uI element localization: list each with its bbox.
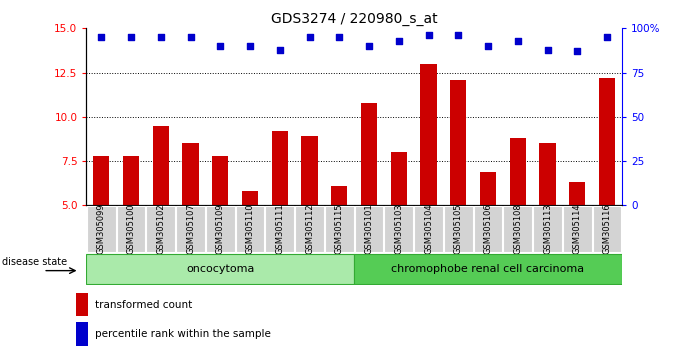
Point xyxy=(571,48,583,54)
FancyBboxPatch shape xyxy=(354,254,622,284)
Point xyxy=(601,34,612,40)
Text: GSM305101: GSM305101 xyxy=(365,204,374,255)
Title: GDS3274 / 220980_s_at: GDS3274 / 220980_s_at xyxy=(271,12,437,26)
Text: GSM305102: GSM305102 xyxy=(156,204,165,255)
FancyBboxPatch shape xyxy=(86,254,354,284)
FancyBboxPatch shape xyxy=(504,206,532,252)
Text: GSM305110: GSM305110 xyxy=(245,204,254,255)
FancyBboxPatch shape xyxy=(206,206,234,252)
Text: GSM305114: GSM305114 xyxy=(573,204,582,255)
Text: GSM305116: GSM305116 xyxy=(603,204,612,255)
Bar xyxy=(569,182,585,205)
FancyBboxPatch shape xyxy=(265,206,294,252)
Bar xyxy=(76,322,88,346)
Bar xyxy=(540,143,556,205)
Point xyxy=(274,47,285,52)
Text: chromophobe renal cell carcinoma: chromophobe renal cell carcinoma xyxy=(392,264,585,274)
Text: GSM305099: GSM305099 xyxy=(97,204,106,255)
Bar xyxy=(420,64,437,205)
Point xyxy=(185,34,196,40)
Point xyxy=(453,33,464,38)
Text: GSM305103: GSM305103 xyxy=(395,204,404,255)
Bar xyxy=(509,138,526,205)
Bar xyxy=(76,293,88,316)
Text: GSM305107: GSM305107 xyxy=(186,204,195,255)
Point xyxy=(304,34,315,40)
Point xyxy=(542,47,553,52)
Text: GSM305111: GSM305111 xyxy=(275,204,284,255)
Point xyxy=(96,34,107,40)
Text: GSM305112: GSM305112 xyxy=(305,204,314,255)
Text: percentile rank within the sample: percentile rank within the sample xyxy=(95,329,272,339)
Point xyxy=(423,33,434,38)
Text: GSM305105: GSM305105 xyxy=(454,204,463,255)
FancyBboxPatch shape xyxy=(236,206,264,252)
Point xyxy=(334,34,345,40)
Point xyxy=(215,43,226,49)
Bar xyxy=(331,186,348,205)
FancyBboxPatch shape xyxy=(295,206,324,252)
Text: GSM305113: GSM305113 xyxy=(543,204,552,255)
Text: GSM305104: GSM305104 xyxy=(424,204,433,255)
FancyBboxPatch shape xyxy=(414,206,443,252)
Point xyxy=(245,43,256,49)
FancyBboxPatch shape xyxy=(87,206,115,252)
Point xyxy=(126,34,137,40)
Bar xyxy=(272,131,288,205)
Point xyxy=(363,43,375,49)
Text: transformed count: transformed count xyxy=(95,299,193,310)
Bar xyxy=(450,80,466,205)
Text: GSM305108: GSM305108 xyxy=(513,204,522,255)
Text: GSM305106: GSM305106 xyxy=(484,204,493,255)
Text: GSM305100: GSM305100 xyxy=(126,204,135,255)
Point xyxy=(155,34,167,40)
FancyBboxPatch shape xyxy=(117,206,145,252)
FancyBboxPatch shape xyxy=(146,206,175,252)
FancyBboxPatch shape xyxy=(325,206,354,252)
FancyBboxPatch shape xyxy=(354,206,384,252)
Bar xyxy=(361,103,377,205)
FancyBboxPatch shape xyxy=(474,206,502,252)
Point xyxy=(482,43,493,49)
Point xyxy=(512,38,523,44)
Bar xyxy=(301,136,318,205)
Bar xyxy=(480,172,496,205)
Bar xyxy=(390,152,407,205)
Bar xyxy=(182,143,199,205)
FancyBboxPatch shape xyxy=(593,206,621,252)
Text: GSM305115: GSM305115 xyxy=(334,204,343,255)
Bar xyxy=(153,126,169,205)
Text: disease state: disease state xyxy=(1,257,67,267)
Point xyxy=(393,38,404,44)
Bar xyxy=(242,191,258,205)
FancyBboxPatch shape xyxy=(176,206,205,252)
Bar xyxy=(123,156,139,205)
FancyBboxPatch shape xyxy=(563,206,591,252)
Bar xyxy=(93,156,109,205)
Bar xyxy=(212,156,229,205)
Text: oncocytoma: oncocytoma xyxy=(186,264,254,274)
Bar xyxy=(599,78,615,205)
FancyBboxPatch shape xyxy=(384,206,413,252)
Text: GSM305109: GSM305109 xyxy=(216,204,225,255)
FancyBboxPatch shape xyxy=(444,206,473,252)
FancyBboxPatch shape xyxy=(533,206,562,252)
